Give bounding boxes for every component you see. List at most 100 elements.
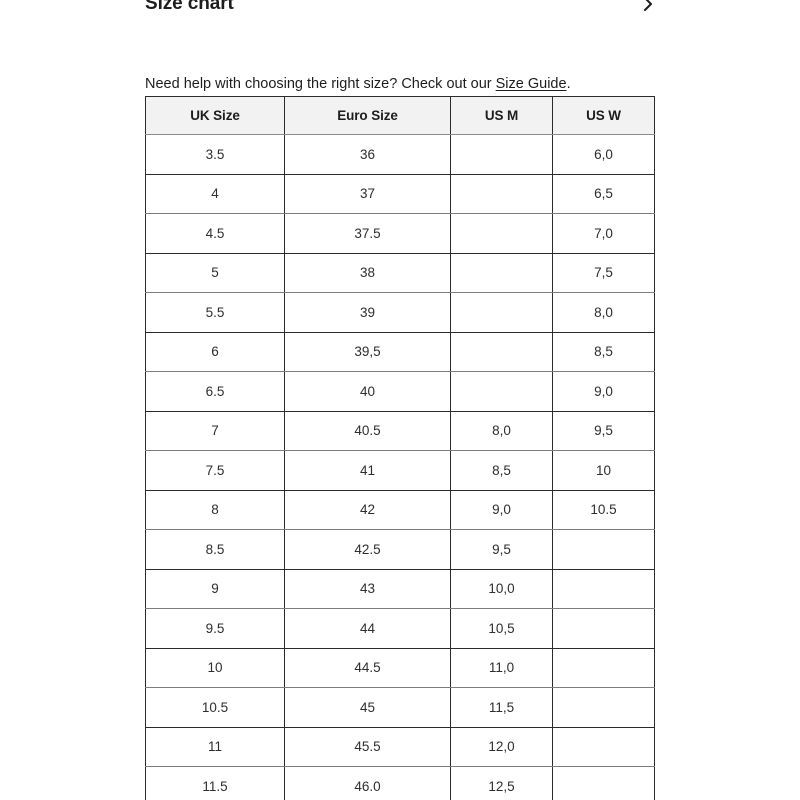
- table-cell: 3.5: [145, 134, 285, 175]
- table-cell: 8: [145, 490, 285, 530]
- table-cell: 6,5: [552, 174, 655, 214]
- table-cell: 7,5: [552, 253, 655, 293]
- table-cell: [552, 608, 655, 649]
- table-row: 5 38 7,5: [145, 253, 655, 293]
- table-cell: 9: [145, 569, 285, 609]
- table-cell: [552, 569, 655, 609]
- help-text-before: Need help with choosing the right size? …: [145, 76, 496, 92]
- table-cell: 5: [145, 253, 285, 293]
- column-header-us-m: US M: [450, 96, 553, 135]
- table-cell: 6: [145, 332, 285, 372]
- table-cell: 9,0: [552, 371, 655, 412]
- table-cell: 45: [284, 687, 451, 728]
- table-cell: 10.5: [552, 490, 655, 530]
- table-row: 4.5 37.5 7,0: [145, 213, 655, 254]
- table-row: 11 45.5 12,0: [145, 727, 655, 767]
- table-row: 9.5 44 10,5: [145, 608, 655, 649]
- table-header-row: UK Size Euro Size US M US W: [145, 96, 655, 135]
- table-row: 5.5 39 8,0: [145, 292, 655, 333]
- size-guide-help-text: Need help with choosing the right size? …: [145, 74, 665, 94]
- table-row: 8.5 42.5 9,5: [145, 529, 655, 570]
- table-cell: [450, 371, 553, 412]
- table-cell: [552, 727, 655, 767]
- table-cell: 40.5: [284, 411, 451, 451]
- table-row: 6 39,5 8,5: [145, 332, 655, 372]
- page-title: Size chart: [145, 0, 234, 14]
- table-row: 11.5 46.0 12,5: [145, 766, 655, 800]
- table-cell: [450, 253, 553, 293]
- table-cell: 11.5: [145, 766, 285, 800]
- table-cell: 4.5: [145, 213, 285, 254]
- table-cell: 6.5: [145, 371, 285, 412]
- table-cell: [552, 529, 655, 570]
- table-cell: 45.5: [284, 727, 451, 767]
- table-cell: 5.5: [145, 292, 285, 333]
- table-row: 8 42 9,0 10.5: [145, 490, 655, 530]
- table-cell: 8,0: [552, 292, 655, 333]
- table-cell: 9,5: [552, 411, 655, 451]
- table-cell: 7.5: [145, 450, 285, 491]
- table-header: UK Size Euro Size US M US W: [145, 96, 655, 135]
- table-cell: 8.5: [145, 529, 285, 570]
- table-cell: 43: [284, 569, 451, 609]
- table-cell: 38: [284, 253, 451, 293]
- column-header-us-w: US W: [552, 96, 655, 135]
- table-cell: 39,5: [284, 332, 451, 372]
- table-cell: [450, 213, 553, 254]
- table-cell: 12,5: [450, 766, 553, 800]
- table-cell: 6,0: [552, 134, 655, 175]
- table-cell: 37: [284, 174, 451, 214]
- size-conversion-table: UK Size Euro Size US M US W 3.5 36 6,0 4 37 6,5 4…: [145, 96, 655, 800]
- table-row: 3.5 36 6,0: [145, 134, 655, 175]
- table-row: 4 37 6,5: [145, 174, 655, 214]
- table-cell: 44.5: [284, 648, 451, 688]
- table-cell: [552, 648, 655, 688]
- table-row: 6.5 40 9,0: [145, 371, 655, 412]
- table-cell: 8,5: [450, 450, 553, 491]
- table-row: 7.5 41 8,5 10: [145, 450, 655, 491]
- table-cell: 7,0: [552, 213, 655, 254]
- column-header-euro-size: Euro Size: [284, 96, 451, 135]
- size-guide-link[interactable]: Size Guide: [495, 76, 567, 92]
- table-cell: 10.5: [145, 687, 285, 728]
- table-cell: 10: [552, 450, 655, 491]
- help-text-after: .: [566, 76, 571, 92]
- table-cell: [450, 174, 553, 214]
- table-cell: 44: [284, 608, 451, 649]
- table-cell: [552, 687, 655, 728]
- table-cell: 41: [284, 450, 451, 491]
- table-cell: 8,5: [552, 332, 655, 372]
- column-header-uk-size: UK Size: [145, 96, 285, 135]
- table-cell: [450, 292, 553, 333]
- table-cell: 37.5: [284, 213, 451, 254]
- table-row: 7 40.5 8,0 9,5: [145, 411, 655, 451]
- table-cell: 11,5: [450, 687, 553, 728]
- table-row: 10 44.5 11,0: [145, 648, 655, 688]
- table-row: 10.5 45 11,5: [145, 687, 655, 728]
- table-cell: 40: [284, 371, 451, 412]
- table-cell: 39: [284, 292, 451, 333]
- table-cell: 10: [145, 648, 285, 688]
- table-cell: 36: [284, 134, 451, 175]
- table-cell: [552, 766, 655, 800]
- table-cell: 10,5: [450, 608, 553, 649]
- table-cell: 11: [145, 727, 285, 767]
- chevron-right-icon[interactable]: [640, 0, 656, 16]
- table-cell: [450, 134, 553, 175]
- size-chart-accordion-header[interactable]: Size chart: [145, 0, 655, 21]
- table-cell: 42.5: [284, 529, 451, 570]
- table-cell: 9.5: [145, 608, 285, 649]
- table-cell: 11,0: [450, 648, 553, 688]
- table-cell: 9,0: [450, 490, 553, 530]
- table-cell: 46.0: [284, 766, 451, 800]
- table-body: 3.5 36 6,0 4 37 6,5 4.5 37.5 7,0 5 38 7,5 5.5 39 8,0 6 3…: [145, 134, 655, 800]
- table-cell: 10,0: [450, 569, 553, 609]
- table-row: 9 43 10,0: [145, 569, 655, 609]
- table-cell: 8,0: [450, 411, 553, 451]
- size-table-container: UK Size Euro Size US M US W 3.5 36 6,0 4 37 6,5 4…: [145, 96, 655, 800]
- table-cell: 4: [145, 174, 285, 214]
- table-cell: 9,5: [450, 529, 553, 570]
- table-cell: 7: [145, 411, 285, 451]
- table-cell: 12,0: [450, 727, 553, 767]
